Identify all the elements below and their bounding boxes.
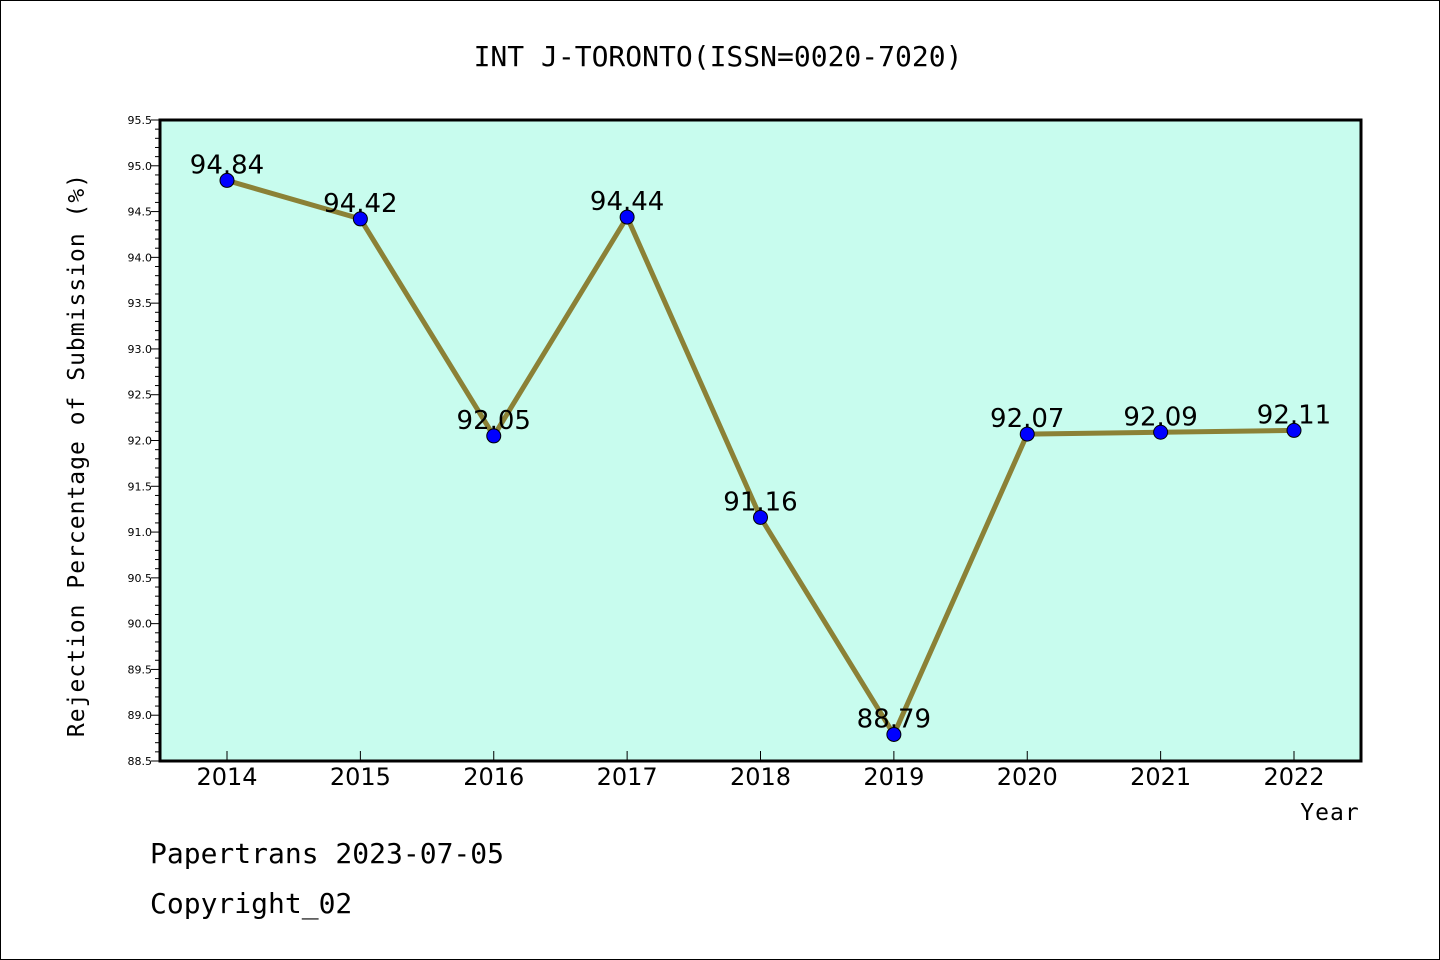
y-tick-labels: 88.5 89.0 89.5 90.0 90.5 91.0 91.5 92.0 92.5 93.0… — [128, 114, 153, 768]
data-markers — [219, 172, 1302, 742]
x-axis-label: Year — [1300, 800, 1359, 826]
x-tick-marks — [226, 751, 1295, 761]
y-tick-label: 94.5 — [128, 206, 153, 219]
x-tick-label: 2015 — [330, 763, 391, 791]
y-tick-label: 95.5 — [128, 114, 153, 127]
y-tick-label: 89.0 — [128, 709, 153, 722]
x-tick-labels: 2014 2015 2016 2017 2018 2019 2020 2021 2022 — [196, 763, 1324, 791]
y-tick-label: 93.5 — [128, 297, 153, 310]
footer-date: Papertrans 2023-07-05 — [150, 837, 504, 870]
y-tick-label: 89.5 — [128, 663, 153, 676]
x-tick-label: 2017 — [597, 763, 658, 791]
y-tick-label: 91.5 — [128, 480, 153, 493]
plot-area — [160, 120, 1361, 761]
x-tick-label: 2014 — [196, 763, 257, 791]
y-tick-label: 93.0 — [128, 343, 153, 356]
y-tick-label: 90.0 — [128, 618, 153, 631]
footer-copyright: Copyright_02 — [150, 887, 352, 921]
data-label: 92.09 — [1123, 402, 1197, 432]
data-point — [753, 509, 768, 525]
y-tick-label: 92.5 — [128, 389, 153, 402]
x-tick-label: 2016 — [463, 763, 524, 791]
data-point — [352, 211, 368, 227]
y-tick-label: 92.0 — [128, 435, 153, 448]
data-point — [1019, 426, 1035, 442]
data-point — [886, 726, 902, 742]
data-label: 92.05 — [457, 406, 531, 436]
data-label: 88.79 — [857, 704, 931, 734]
data-labels: 94.84 94.42 92.05 94.44 91.16 88.79 92.07 92.09… — [190, 150, 1331, 734]
data-label: 92.11 — [1257, 400, 1331, 430]
data-point — [486, 428, 502, 444]
data-point — [1153, 424, 1169, 440]
x-tick-label: 2021 — [1130, 763, 1191, 791]
data-point — [219, 172, 235, 188]
y-tick-label: 91.0 — [128, 526, 153, 539]
data-label: 94.44 — [590, 187, 664, 217]
y-axis-label: Rejection Percentage of Submission (%) — [64, 173, 90, 737]
data-point — [619, 209, 635, 225]
x-tick-label: 2018 — [730, 763, 791, 791]
data-point — [1286, 422, 1302, 438]
y-tick-label: 94.0 — [128, 251, 153, 264]
y-tick-label: 88.5 — [128, 755, 153, 768]
y-tick-label: 95.0 — [128, 160, 153, 173]
data-label: 94.42 — [323, 189, 397, 219]
x-tick-label: 2020 — [997, 763, 1058, 791]
chart-title: INT J-TORONTO(ISSN=0020-7020) — [474, 40, 963, 73]
y-tick-label: 90.5 — [128, 572, 153, 585]
data-label: 91.16 — [723, 487, 797, 517]
x-tick-label: 2019 — [863, 763, 924, 791]
x-tick-label: 2022 — [1263, 763, 1324, 791]
plot-border — [158, 118, 1363, 763]
data-label: 94.84 — [190, 150, 264, 180]
data-label: 92.07 — [990, 404, 1064, 434]
